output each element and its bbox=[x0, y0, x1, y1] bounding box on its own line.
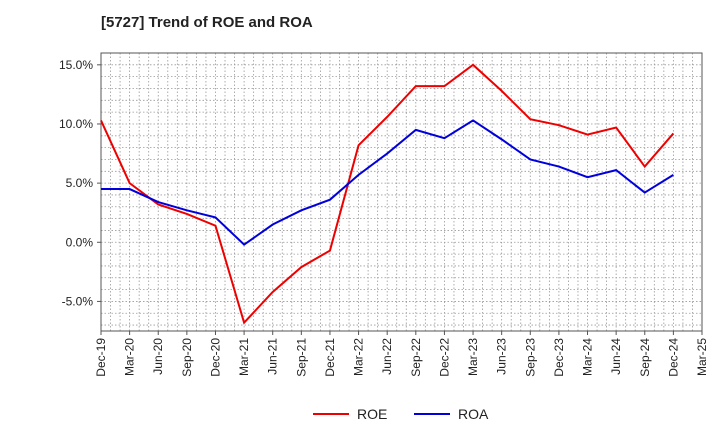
y-tick-label: 0.0% bbox=[66, 235, 94, 249]
x-tick-label: Jun-20 bbox=[151, 338, 165, 375]
x-tick-label: Jun-22 bbox=[380, 338, 394, 375]
series-line-roe bbox=[100, 63, 675, 325]
axes: 15.0% 10.0% 5.0% 0.0% -5.0% Dec-19 Mar-20 Jun-2… bbox=[59, 52, 709, 377]
x-tick-label: Dec-24 bbox=[666, 338, 680, 377]
x-tick-label: Jun-23 bbox=[495, 338, 509, 375]
x-tick-label: Jun-24 bbox=[609, 338, 623, 375]
x-tick-label: Dec-23 bbox=[552, 338, 566, 377]
x-tick-label: Dec-22 bbox=[437, 338, 451, 377]
y-tick-label: -5.0% bbox=[62, 294, 94, 308]
x-tick-label: Mar-23 bbox=[466, 338, 480, 376]
x-tick-label: Dec-20 bbox=[208, 338, 222, 377]
x-tick-label: Mar-22 bbox=[352, 338, 366, 376]
x-tick-label: Jun-21 bbox=[266, 338, 280, 375]
x-tick-label: Dec-19 bbox=[94, 338, 108, 377]
x-tick-label: Mar-21 bbox=[237, 338, 251, 376]
chart-title: [5727] Trend of ROE and ROA bbox=[101, 14, 313, 31]
legend-label-roa: ROA bbox=[458, 406, 489, 422]
grid bbox=[101, 53, 702, 331]
x-tick-label: Sep-22 bbox=[409, 338, 423, 377]
y-tick-label: 10.0% bbox=[59, 117, 93, 131]
legend: ROE ROA bbox=[313, 406, 489, 422]
x-tick-label: Mar-24 bbox=[581, 338, 595, 376]
x-tick-label: Sep-20 bbox=[180, 338, 194, 377]
plot-frame bbox=[100, 52, 703, 332]
series-line-roa bbox=[101, 119, 674, 246]
x-tick-label: Mar-25 bbox=[695, 338, 709, 376]
legend-label-roe: ROE bbox=[357, 406, 387, 422]
x-tick-label: Sep-23 bbox=[523, 338, 537, 377]
x-tick-label: Mar-20 bbox=[123, 338, 137, 376]
y-tick-label: 15.0% bbox=[59, 58, 93, 72]
series-lines bbox=[100, 63, 675, 325]
y-tick-label: 5.0% bbox=[66, 176, 94, 190]
x-tick-label: Dec-21 bbox=[323, 338, 337, 377]
x-tick-label: Sep-24 bbox=[638, 338, 652, 377]
x-tick-label: Sep-21 bbox=[294, 338, 308, 377]
